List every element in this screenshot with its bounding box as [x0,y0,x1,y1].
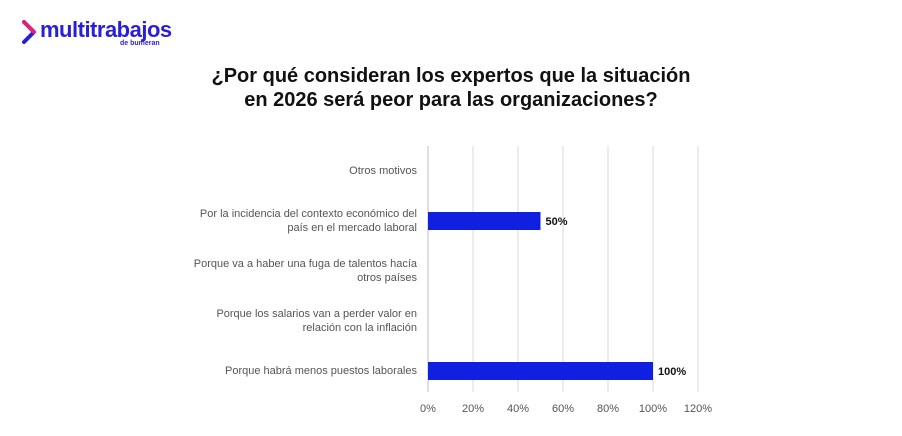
x-tick-label: 60% [552,403,574,415]
brand-logo: multitrabajos de bumeran [22,17,172,47]
bar [428,362,653,380]
x-tick-label: 0% [420,403,436,415]
x-tick-label: 40% [507,403,529,415]
x-tick-label: 100% [639,403,667,415]
data-label: 100% [658,366,686,378]
chart-title-line-1: ¿Por qué consideran los expertos que la … [211,65,691,87]
brand-name: multitrabajos [40,17,172,42]
x-tick-label: 120% [684,403,712,415]
category-label: Porque los salarios van a perder valor e… [216,308,417,334]
logo-arrow-icon [22,20,36,44]
x-tick-label: 80% [597,403,619,415]
category-label: Por la incidencia del contexto económico… [200,208,417,234]
category-label: Otros motivos [349,165,417,177]
bar [428,212,541,230]
data-label: 50% [546,216,568,228]
chart-title: ¿Por qué consideran los expertos que la … [0,64,902,112]
brand-subtitle: de bumeran [119,40,160,47]
category-label: Porque habrá menos puestos laborales [225,365,418,377]
x-tick-label: 20% [462,403,484,415]
chart-title-line-2: en 2026 será peor para las organizacione… [244,89,658,111]
category-label: Porque va a haber una fuga de talentos h… [194,258,418,284]
